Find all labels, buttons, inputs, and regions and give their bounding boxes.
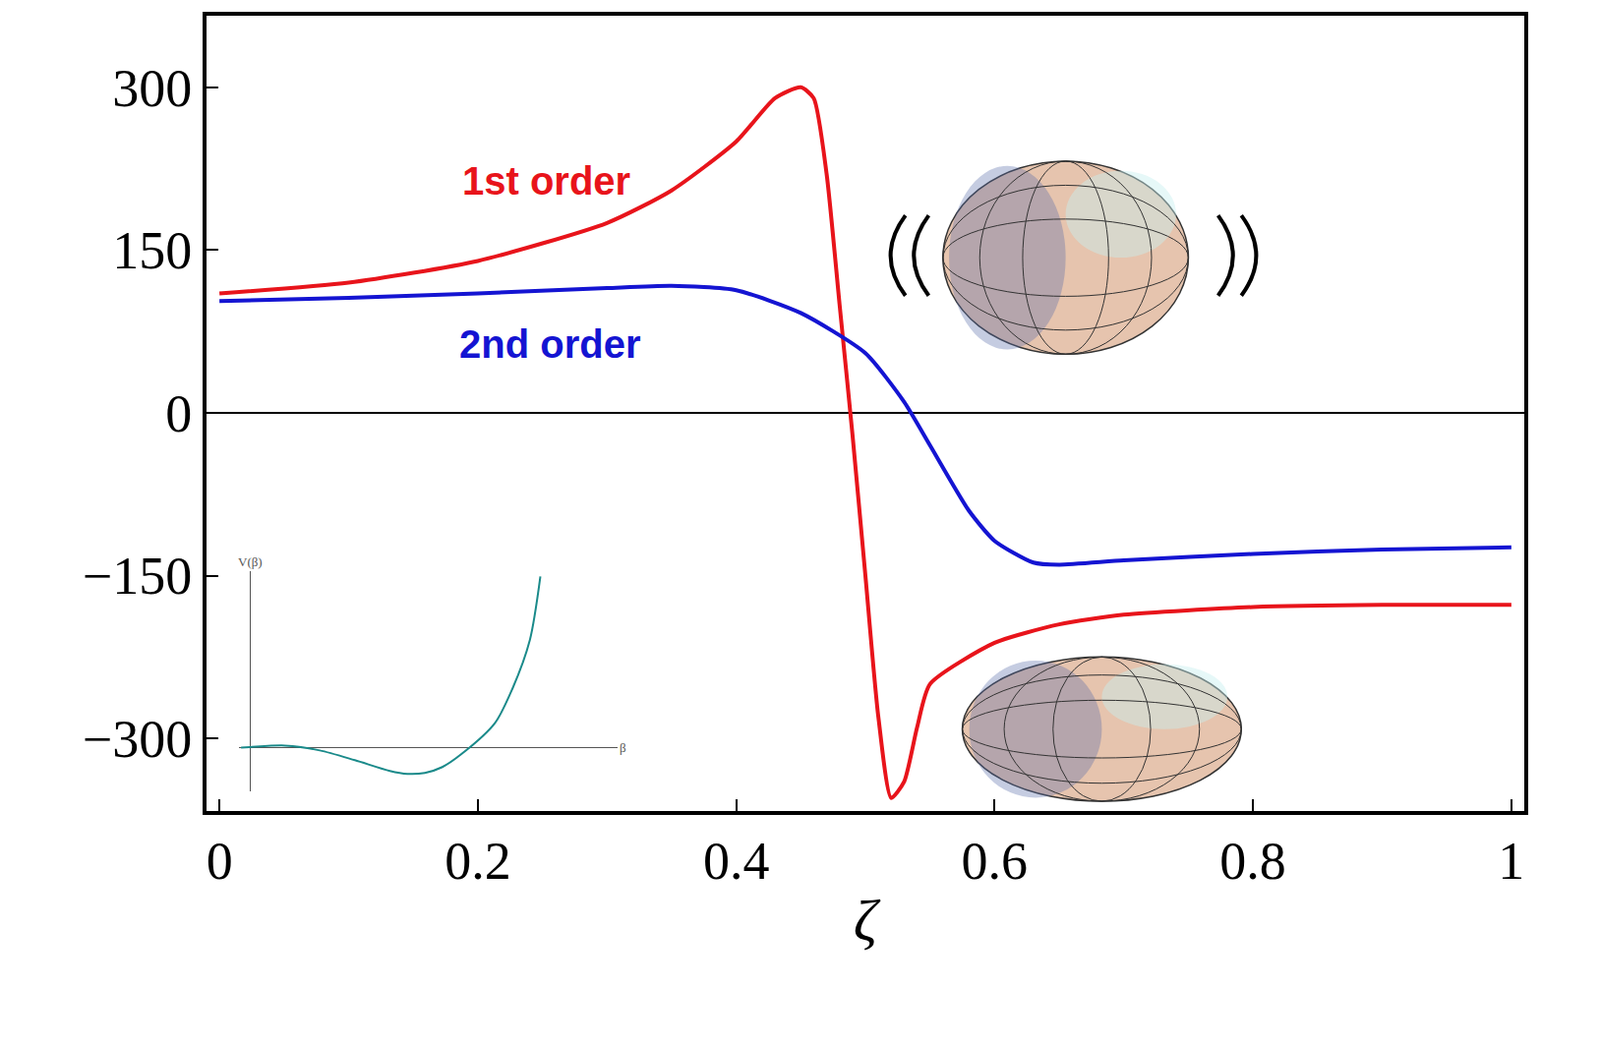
svg-text:0: 0 <box>206 831 234 891</box>
svg-text:0.4: 0.4 <box>703 831 771 891</box>
svg-text:V(β): V(β) <box>237 554 263 570</box>
svg-text:0.2: 0.2 <box>444 831 512 891</box>
svg-text:0.8: 0.8 <box>1219 831 1287 891</box>
svg-text:2nd order: 2nd order <box>459 322 641 366</box>
svg-text:1: 1 <box>1497 831 1525 891</box>
svg-text:−150: −150 <box>82 546 192 606</box>
svg-text:β: β <box>619 740 627 756</box>
svg-text:300: 300 <box>112 59 192 119</box>
svg-text:−300: −300 <box>82 710 192 770</box>
svg-text:0.6: 0.6 <box>961 831 1029 891</box>
svg-text:1st order: 1st order <box>462 159 631 203</box>
svg-text:0: 0 <box>165 384 192 444</box>
svg-text:ζ: ζ <box>853 888 882 953</box>
svg-text:150: 150 <box>112 221 192 281</box>
